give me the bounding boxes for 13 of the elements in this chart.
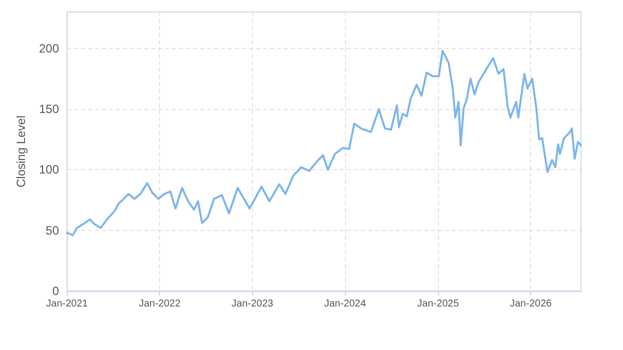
y-tick-label: 150 (38, 102, 60, 116)
x-tick-label: Jan-2026 (510, 298, 552, 310)
y-tick-label: 100 (38, 162, 60, 177)
x-tick-label: Jan-2025 (417, 298, 460, 310)
x-tick-label: Jan-2024 (324, 298, 366, 310)
x-tick-label: Jan-2022 (138, 298, 181, 310)
y-tick-label: 50 (46, 223, 60, 238)
y-tick-label: 0 (52, 284, 60, 298)
x-tick-label: Jan-2023 (232, 298, 274, 310)
y-tick-label: 200 (38, 41, 60, 56)
x-tick-label: Jan-2021 (46, 298, 88, 310)
y-axis-title: Closing Level (14, 115, 28, 188)
line-series (66, 50, 582, 236)
